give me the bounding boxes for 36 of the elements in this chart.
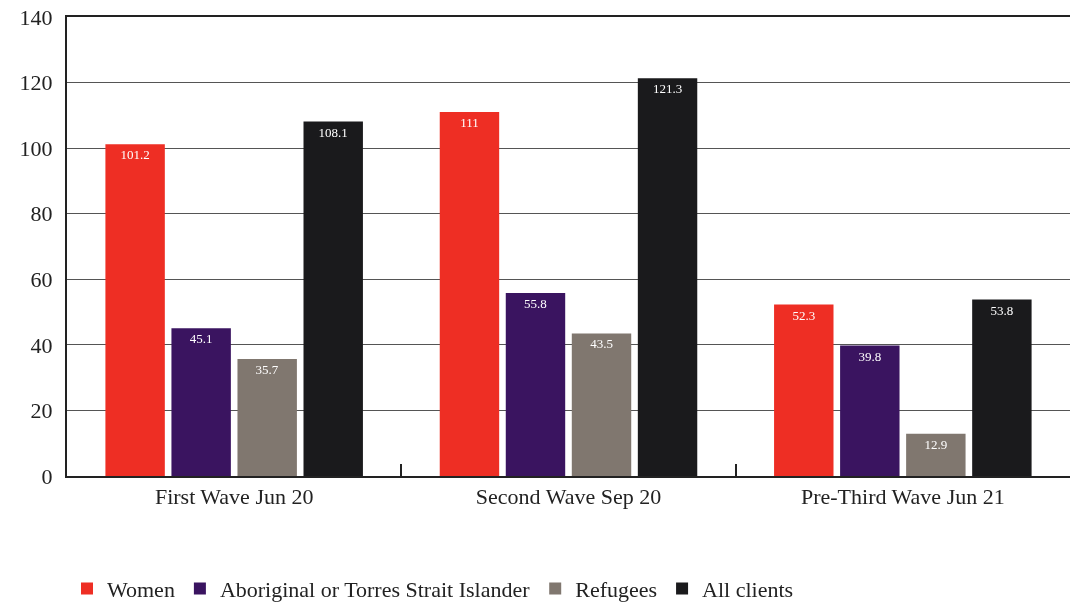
legend-label: Refugees (575, 577, 658, 603)
legend-label: All clients (702, 577, 794, 603)
bar (774, 304, 834, 476)
x-tick-label: First Wave Jun 20 (154, 484, 314, 510)
data-label: 39.8 (858, 348, 882, 364)
bar (505, 293, 566, 476)
data-label: 43.5 (590, 336, 613, 352)
data-label: 101.2 (120, 147, 150, 163)
y-tick-label: 0 (41, 463, 53, 489)
y-tick-label: 140 (19, 4, 53, 30)
bar (105, 144, 165, 476)
y-tick-label: 60 (30, 266, 53, 292)
data-label: 12.9 (924, 436, 948, 452)
y-tick-label: 40 (30, 332, 53, 358)
data-label: 45.1 (189, 331, 213, 347)
bar (171, 328, 231, 476)
data-label: 53.8 (990, 302, 1014, 318)
bar (439, 112, 500, 476)
y-tick-label: 120 (19, 70, 53, 96)
bar (906, 433, 966, 476)
bar (840, 345, 900, 476)
data-label: 55.8 (524, 296, 547, 312)
data-label: 108.1 (318, 124, 348, 140)
legend-label: Aboriginal or Torres Strait Islander (219, 577, 531, 603)
legend-label: Women (107, 577, 175, 603)
y-tick-label: 20 (30, 398, 53, 424)
y-tick-label: 100 (19, 135, 53, 161)
data-label: 35.7 (255, 361, 279, 377)
x-tick-label: Pre-Third Wave Jun 21 (800, 484, 1005, 510)
data-label: 121.3 (652, 81, 683, 97)
y-tick-label: 80 (30, 201, 53, 227)
bar (571, 333, 632, 476)
bar (237, 358, 297, 476)
data-label: 111 (460, 115, 479, 131)
data-label: 52.3 (792, 307, 816, 323)
x-tick-label: Second Wave Sep 20 (475, 484, 662, 510)
